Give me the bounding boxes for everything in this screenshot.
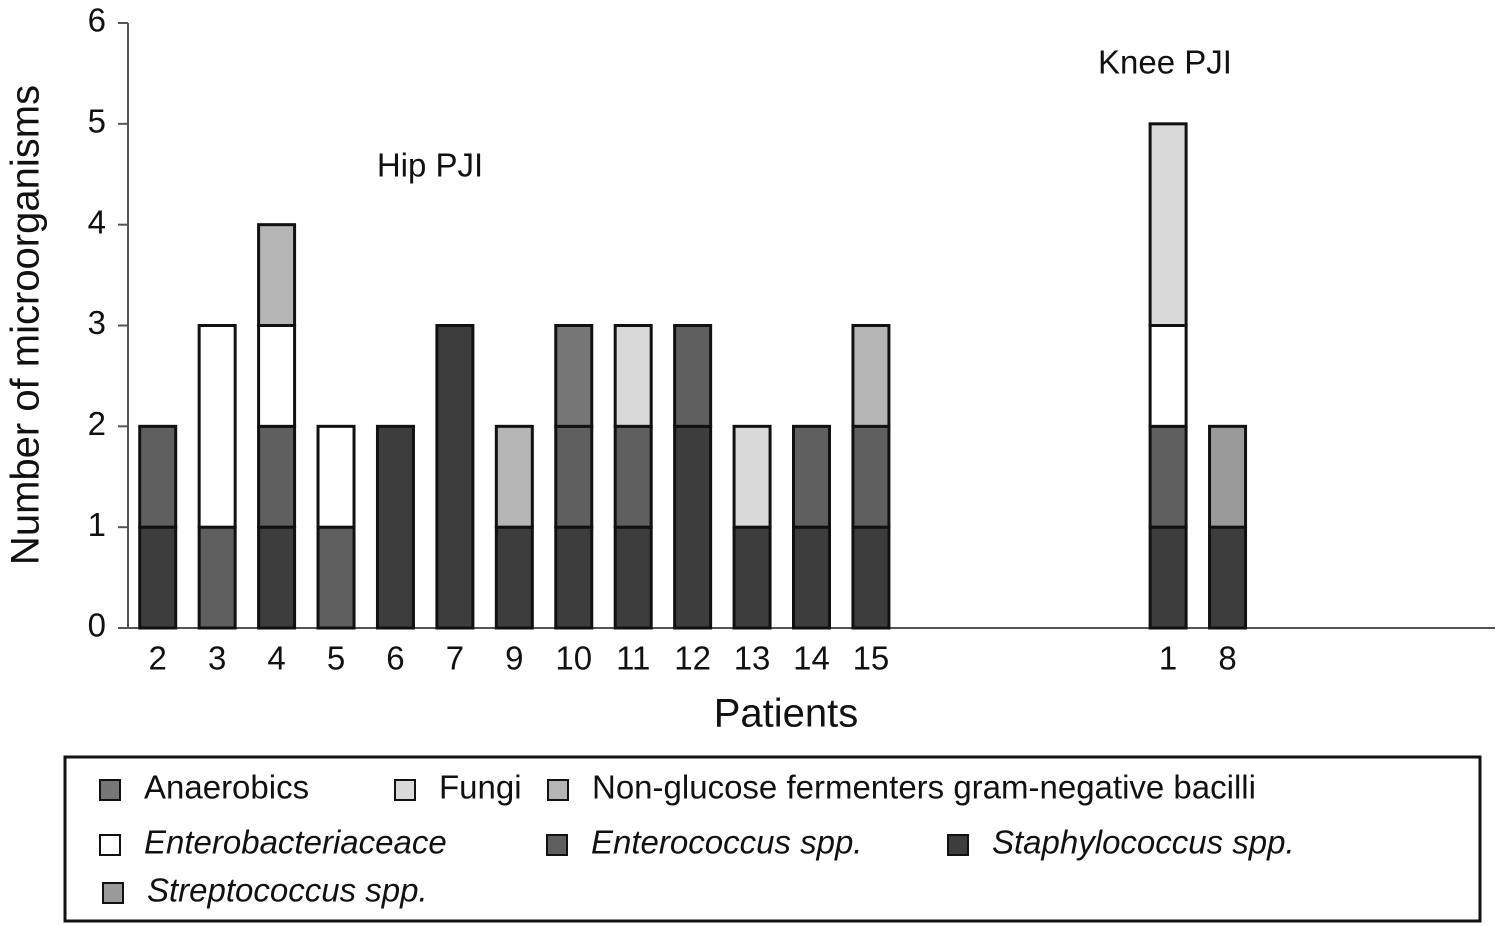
bar-segment xyxy=(792,525,831,630)
bar-segment xyxy=(554,525,594,630)
bar-segment xyxy=(554,424,594,529)
bar-segment xyxy=(613,525,653,630)
bar-segment xyxy=(197,324,237,529)
x-tick-label: 3 xyxy=(208,640,226,677)
bar-segment xyxy=(673,424,713,630)
bar-segment xyxy=(613,424,653,529)
x-tick-label: 14 xyxy=(793,640,830,677)
bar-segment xyxy=(375,424,415,630)
x-tick-label: 15 xyxy=(853,640,890,677)
y-tick-label: 1 xyxy=(88,506,106,543)
bar-segment xyxy=(494,424,534,529)
legend-swatch xyxy=(99,779,121,801)
bar-segment xyxy=(1148,122,1188,328)
x-tick-label: 9 xyxy=(505,640,523,677)
x-tick-label: 8 xyxy=(1218,640,1236,677)
bar-segment xyxy=(1208,424,1248,529)
bar-segment xyxy=(316,424,356,529)
bar-segment xyxy=(851,424,891,529)
y-tick-label: 2 xyxy=(88,405,106,442)
bar-segment xyxy=(732,525,772,630)
y-axis-title: Number of microorganisms xyxy=(4,85,48,565)
legend-box xyxy=(63,755,1482,923)
bar-segment xyxy=(257,324,297,428)
bar-segment xyxy=(197,525,237,630)
legend-label: Non-glucose fermenters gram-negative bac… xyxy=(592,769,1256,806)
legend-label: Fungi xyxy=(439,769,522,806)
bar-segment xyxy=(257,525,297,630)
y-tick-label: 3 xyxy=(88,304,106,341)
bar-segment xyxy=(257,223,297,328)
bar-segment xyxy=(554,324,594,428)
bar-segment xyxy=(1148,525,1188,630)
x-tick-label: 6 xyxy=(386,640,404,677)
annotation: Knee PJI xyxy=(1098,44,1232,81)
y-tick-label: 6 xyxy=(88,2,106,39)
legend-swatch xyxy=(102,882,124,904)
x-tick-label: 11 xyxy=(616,640,650,677)
bar-segment xyxy=(851,324,891,428)
bar-segment xyxy=(1148,424,1188,529)
legend-label: Staphylococcus spp. xyxy=(992,824,1295,861)
x-tick-label: 1 xyxy=(1159,640,1177,677)
bar-segment xyxy=(851,525,891,630)
x-tick-label: 4 xyxy=(267,640,285,677)
bar-segment xyxy=(1148,324,1188,428)
bar-segment xyxy=(732,424,772,529)
y-tick-label: 4 xyxy=(88,203,106,240)
legend-label: Streptococcus spp. xyxy=(147,872,428,909)
legend-label: Enterobacteriaceace xyxy=(144,824,447,861)
legend-swatch xyxy=(547,779,569,801)
bar-segment xyxy=(792,424,831,529)
x-tick-label: 2 xyxy=(149,640,167,677)
bar-segment xyxy=(1208,525,1248,630)
bar-segment xyxy=(494,525,534,630)
legend-swatch xyxy=(394,779,416,801)
x-tick-label: 13 xyxy=(734,640,771,677)
x-tick-label: 12 xyxy=(674,640,711,677)
y-tick-label: 5 xyxy=(88,103,106,140)
bar-segment xyxy=(435,324,475,630)
annotation: Hip PJI xyxy=(377,147,483,184)
legend-swatch xyxy=(947,834,969,856)
bar-segment xyxy=(257,424,297,529)
legend-swatch xyxy=(99,834,121,856)
bar-segment xyxy=(138,424,178,529)
legend-label: Anaerobics xyxy=(144,769,309,806)
bar-segment xyxy=(673,324,713,428)
bar-segment xyxy=(138,525,178,630)
bar-segment xyxy=(316,525,356,630)
legend-label: Enterococcus spp. xyxy=(591,824,862,861)
y-tick-label: 0 xyxy=(88,607,106,644)
x-tick-label: 7 xyxy=(446,640,464,677)
bar-segment xyxy=(613,324,653,428)
legend-swatch xyxy=(546,834,568,856)
x-tick-label: 5 xyxy=(327,640,345,677)
x-axis-title: Patients xyxy=(714,692,859,736)
x-tick-label: 10 xyxy=(555,640,592,677)
